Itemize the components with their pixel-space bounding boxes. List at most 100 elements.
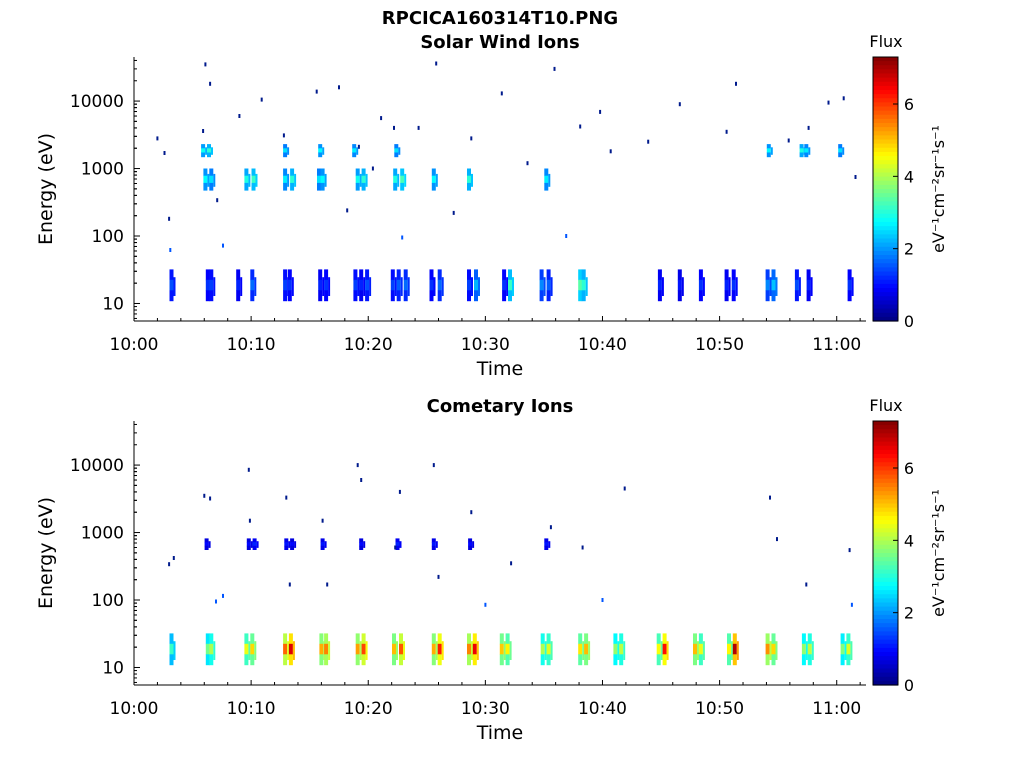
heatmap-cell: [546, 290, 551, 302]
heatmap-cell: [838, 148, 843, 153]
heatmap-cell: [283, 643, 288, 655]
colorbar-tick-label: 2: [904, 604, 914, 623]
heatmap-cell: [252, 538, 257, 543]
heatmap-cell: [400, 182, 405, 191]
heatmap-cell: [209, 654, 214, 666]
heatmap-cell: [771, 654, 776, 666]
heatmap-cell: [244, 633, 249, 645]
heatmap-cell: [838, 144, 843, 149]
scatter-point: [288, 582, 291, 587]
heatmap-cell-group: [250, 633, 257, 666]
heatmap-cell: [765, 643, 770, 655]
heatmap-cell: [698, 269, 703, 281]
heatmap-cell-group: [467, 633, 473, 666]
heatmap-cell: [677, 279, 682, 291]
heatmap-cell: [472, 654, 477, 666]
heatmap-cell: [677, 269, 682, 281]
heatmap-cell: [799, 148, 804, 153]
colorbar-segment: [873, 85, 898, 91]
heatmap-cell: [320, 175, 325, 184]
heatmap-cell: [250, 643, 255, 655]
heatmap-cell: [588, 641, 591, 660]
heatmap-cell: [328, 277, 331, 296]
heatmap-cell-group: [361, 633, 368, 666]
heatmap-cell: [799, 152, 804, 158]
heatmap-cell: [169, 633, 174, 645]
heatmap-cell-group: [169, 633, 176, 666]
x-tick-label: 10:00: [110, 699, 159, 719]
heatmap-cell: [623, 641, 626, 660]
heatmap-cell: [467, 654, 471, 666]
heatmap-cell: [508, 279, 512, 291]
heatmap-cell: [359, 542, 364, 547]
heatmap-cell: [395, 542, 400, 547]
y-tick-label: 1000: [81, 160, 124, 180]
heatmap-cell-group: [431, 633, 438, 666]
heatmap-cell: [437, 290, 442, 302]
scatter-point: [735, 81, 737, 86]
heatmap-cell-group: [619, 633, 626, 666]
colorbar-segment: [873, 437, 898, 443]
colorbar-segment: [873, 81, 898, 87]
heatmap-cell: [474, 279, 478, 291]
heatmap-cell: [467, 269, 471, 281]
colorbar-segment: [873, 520, 898, 525]
heatmap-cell: [794, 269, 799, 281]
heatmap-cell: [662, 633, 667, 645]
heatmap-cell-group: [431, 168, 438, 191]
heatmap-cell: [578, 279, 583, 291]
heatmap-cell: [355, 643, 360, 655]
heatmap-cell: [431, 175, 436, 184]
scatter-point: [172, 556, 175, 560]
heatmap-cell-group: [400, 168, 407, 191]
colorbar-segment: [873, 147, 898, 153]
heatmap-cell: [359, 173, 362, 187]
heatmap-cell: [731, 269, 736, 281]
heatmap-cell: [798, 277, 801, 296]
heatmap-cell: [619, 654, 624, 666]
heatmap-cell: [236, 279, 241, 291]
scatter-point: [203, 493, 206, 498]
colorbar-segment: [873, 553, 898, 558]
heatmap-cell-group: [355, 633, 362, 666]
colorbar-segment: [873, 263, 898, 268]
colorbar-segment: [873, 123, 898, 128]
colorbar-segment: [873, 660, 898, 665]
colorbar-segment: [873, 433, 898, 439]
heatmap-cell: [284, 545, 289, 550]
colorbar-segment: [873, 308, 898, 314]
panel2-heatmap: [168, 463, 853, 666]
heatmap-cell-group: [284, 538, 291, 550]
colorbar-segment: [873, 676, 898, 682]
panel1-xlabel: Time: [476, 358, 524, 380]
heatmap-cell-group: [288, 633, 295, 666]
colorbar-segment: [873, 528, 898, 533]
heatmap-cell: [290, 542, 295, 547]
heatmap-cell: [403, 269, 408, 281]
x-tick-label: 11:00: [812, 699, 861, 719]
heatmap-cell-group: [502, 269, 509, 302]
heatmap-cell: [393, 175, 398, 184]
heatmap-cell: [502, 290, 507, 302]
heatmap-cell: [318, 152, 323, 158]
heatmap-cell: [318, 144, 323, 149]
heatmap-cell-group: [403, 269, 410, 302]
scatter-point: [549, 525, 552, 530]
colorbar-segment: [873, 536, 898, 542]
heatmap-cell: [544, 542, 549, 547]
scatter-point: [394, 545, 397, 550]
panel2-xlabel: Time: [476, 722, 524, 744]
colorbar-segment: [873, 271, 898, 277]
colorbar-segment: [873, 643, 898, 649]
heatmap-cell-group: [209, 269, 216, 302]
x-tick-label: 10:40: [578, 699, 627, 719]
heatmap-cell-group: [677, 269, 684, 302]
heatmap-cell: [503, 641, 506, 660]
colorbar-segment: [873, 193, 898, 198]
heatmap-cell-group: [393, 168, 400, 191]
x-tick-label: 10:10: [227, 335, 276, 355]
heatmap-cell-group: [283, 144, 290, 158]
panel1-colorbar-label: eV⁻¹cm⁻²sr⁻¹s⁻¹: [929, 125, 948, 253]
heatmap-cell: [355, 654, 360, 666]
heatmap-cell: [244, 654, 249, 666]
